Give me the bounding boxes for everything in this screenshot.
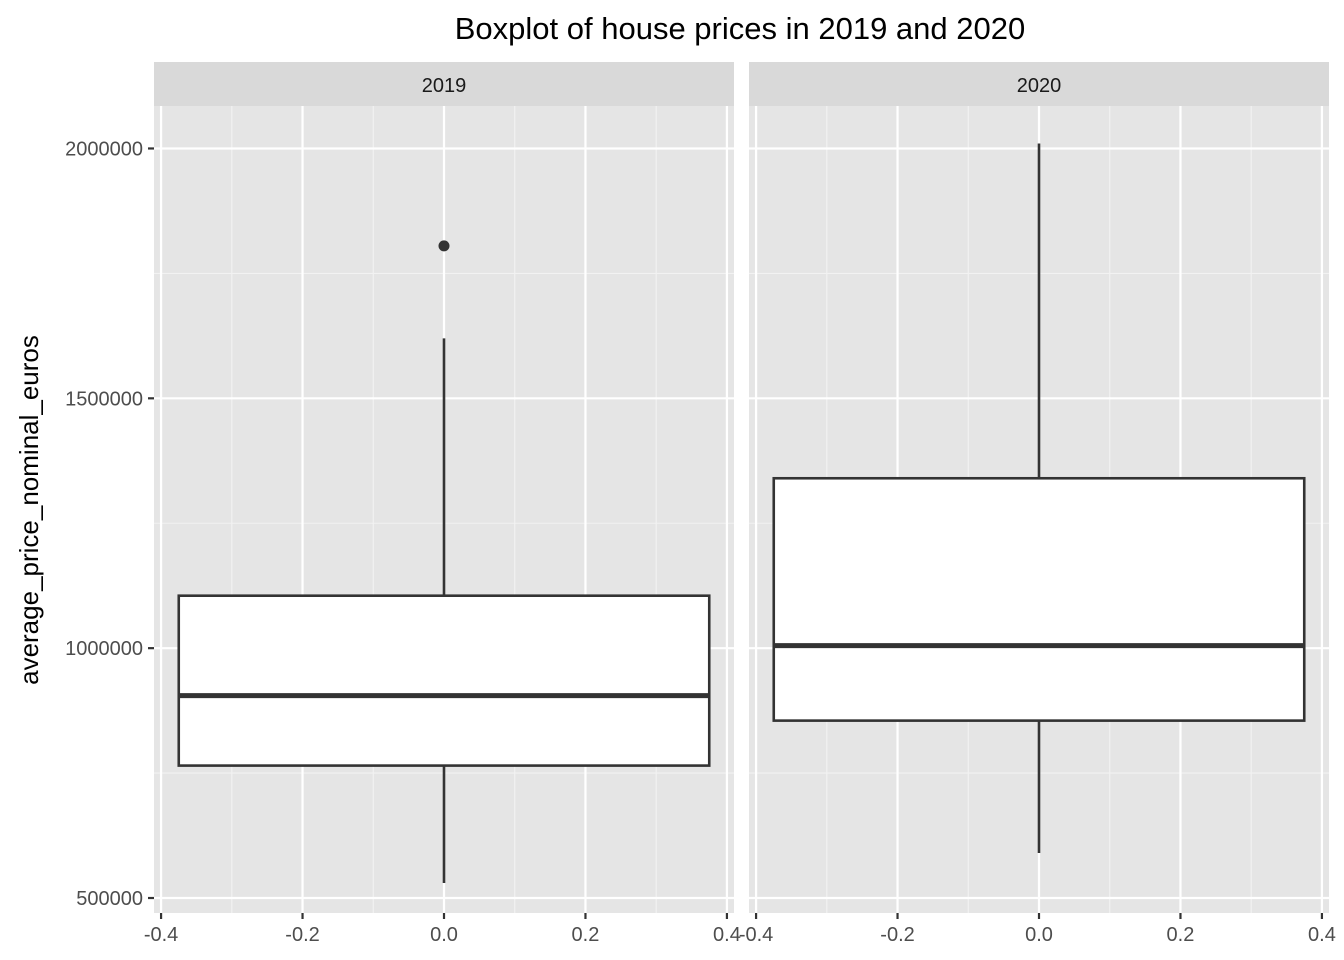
x-tick-label: 0.0 [430,924,458,946]
x-tick-label: 0.0 [1025,924,1053,946]
facets-layer: 2019 -0.4 -0.2 0.0 0.2 0.4 500000 1000000 150000… [65,62,1336,946]
box-iqr [772,476,1306,722]
x-tick-label: 0.4 [713,924,741,946]
x-tick-label: 0.2 [572,924,600,946]
x-tick-label: 0.2 [1167,924,1195,946]
facet-strip-label: 2019 [422,75,467,97]
y-tick-label: 1000000 [65,638,143,660]
y-tick-label: 2000000 [65,138,143,160]
facet-panel-2019: 2019 -0.4 -0.2 0.0 0.2 0.4 500000 1000000 150000… [65,62,741,946]
outlier-point [438,240,450,252]
x-tick-label: -0.4 [739,924,773,946]
box-iqr [177,594,711,767]
facet-strip [749,62,1329,106]
x-tick-label: -0.4 [144,924,178,946]
x-tick-label: -0.2 [285,924,319,946]
chart-title: Boxplot of house prices in 2019 and 2020 [455,11,1025,46]
facet-panel-2020: 2020 -0.4 -0.2 0.0 0.2 0.4 [739,62,1336,946]
x-tick-label: -0.2 [880,924,914,946]
y-tick-label: 500000 [76,888,143,910]
facet-strip [154,62,734,106]
x-tick-label: 0.4 [1308,924,1336,946]
y-tick-label: 1500000 [65,388,143,410]
y-axis-title: average_price_nominal_euros [14,335,44,685]
facet-strip-label: 2020 [1017,75,1062,97]
